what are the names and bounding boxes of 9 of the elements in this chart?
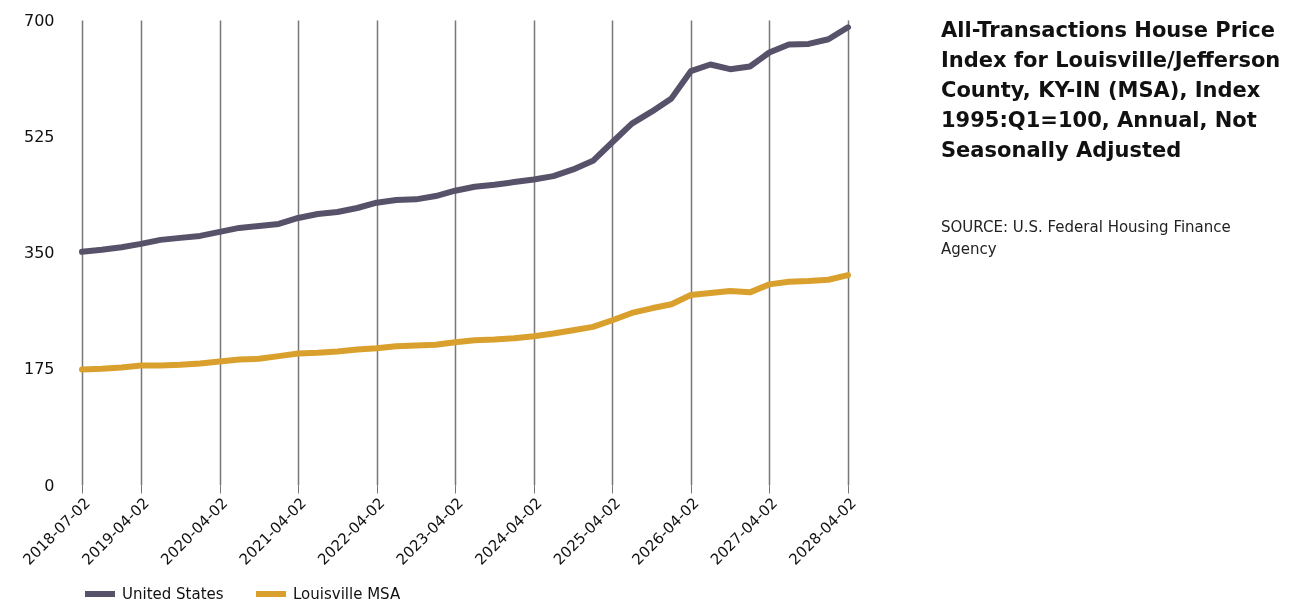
legend-label: United States	[122, 585, 224, 603]
source-note: SOURCE: U.S. Federal Housing Finance Agency	[941, 218, 1231, 258]
text: All-Transactions House Price Index for Louisville/Jefferson County, KY-IN (MSA), Index 1995:Q1=100, Annual, Not Seasonally Adjusted	[941, 18, 1281, 162]
y-tick-label: 350	[23, 243, 55, 262]
y-tick-label: 175	[23, 359, 55, 379]
y-tick-label: 525	[23, 126, 55, 146]
y-tick-label: 0	[44, 475, 55, 495]
legend-label: Louisville MSA	[293, 585, 401, 603]
y-tick-label: 700	[23, 10, 55, 30]
